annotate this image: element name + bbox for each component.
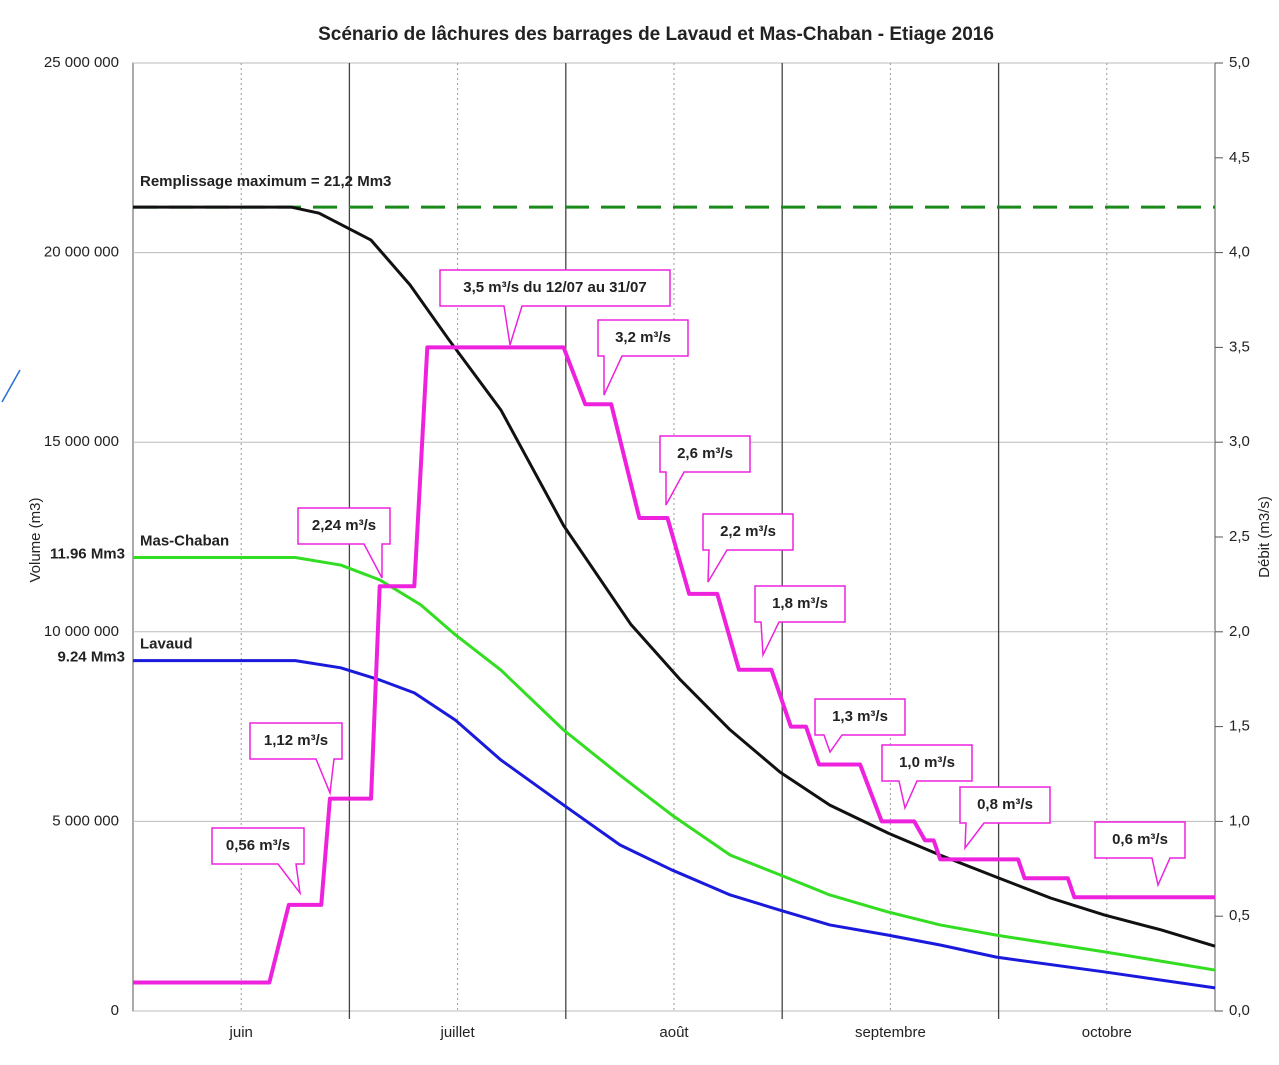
x-tick-label: août [659, 1024, 689, 1041]
series-line [133, 345, 1215, 985]
callout [297, 507, 391, 579]
x-tick-label: juin [229, 1024, 253, 1041]
y-axis-title: Volume (m3) [27, 497, 44, 582]
annotation: 0,6 m³/s [1112, 831, 1168, 848]
y2-tick-label: 2,5 [1229, 528, 1250, 545]
x-tick-label: juillet [440, 1024, 476, 1041]
y2-tick-label: 1,5 [1229, 718, 1250, 735]
decoration [1, 369, 21, 403]
series-start-label: 11.96 Mm3 [50, 545, 125, 562]
annotation: 2,6 m³/s [677, 445, 733, 462]
reference-label: Remplissage maximum = 21,2 Mm3 [140, 173, 391, 190]
x-tick-label: septembre [855, 1024, 926, 1041]
y2-tick-label: 1,0 [1229, 812, 1250, 829]
callout [702, 513, 794, 583]
y2-tick-label: 3,5 [1229, 338, 1250, 355]
y2-tick-label: 4,5 [1229, 149, 1250, 166]
annotation: 2,24 m³/s [312, 517, 376, 534]
y-tick-label: 15 000 000 [44, 433, 119, 450]
y2-tick-label: 3,0 [1229, 433, 1250, 450]
y-tick-label: 25 000 000 [44, 54, 119, 71]
y2-tick-label: 2,0 [1229, 623, 1250, 640]
callout [881, 744, 973, 811]
annotation: 3,5 m³/s du 12/07 au 31/07 [463, 279, 646, 296]
annotation: 2,2 m³/s [720, 523, 776, 540]
chart-title: Scénario de lâchures des barrages de Lav… [318, 24, 994, 45]
annotation: 1,8 m³/s [772, 595, 828, 612]
callout [211, 827, 305, 896]
x-tick-label: octobre [1082, 1024, 1132, 1041]
callout [814, 698, 906, 754]
y2-tick-label: 4,0 [1229, 244, 1250, 261]
annotation: 0,8 m³/s [977, 796, 1033, 813]
y2-tick-label: 0,0 [1229, 1002, 1250, 1019]
series-label: Mas-Chaban [140, 532, 229, 549]
callout [597, 319, 689, 396]
annotation: 1,12 m³/s [264, 732, 328, 749]
y-tick-label: 5 000 000 [52, 812, 119, 829]
callout [754, 585, 846, 658]
annotation: 1,0 m³/s [899, 754, 955, 771]
series-line [133, 555, 1216, 972]
callout [959, 786, 1051, 851]
callout [439, 269, 671, 346]
y-tick-label: 0 [111, 1002, 119, 1019]
series-start-label: 9.24 Mm3 [57, 649, 125, 666]
series-label: Lavaud [140, 636, 193, 653]
callout [249, 722, 343, 796]
y2-tick-label: 0,5 [1229, 907, 1250, 924]
annotation: 0,56 m³/s [226, 837, 290, 854]
series-line [133, 205, 1216, 948]
y-tick-label: 20 000 000 [44, 244, 119, 261]
y-tick-label: 10 000 000 [44, 623, 119, 640]
callout [659, 435, 751, 506]
callout [1094, 821, 1186, 888]
series-line [133, 659, 1216, 990]
annotation: 3,2 m³/s [615, 329, 671, 346]
y2-axis-title: Débit (m3/s) [1256, 496, 1273, 578]
annotation: 1,3 m³/s [832, 708, 888, 725]
y2-tick-label: 5,0 [1229, 54, 1250, 71]
